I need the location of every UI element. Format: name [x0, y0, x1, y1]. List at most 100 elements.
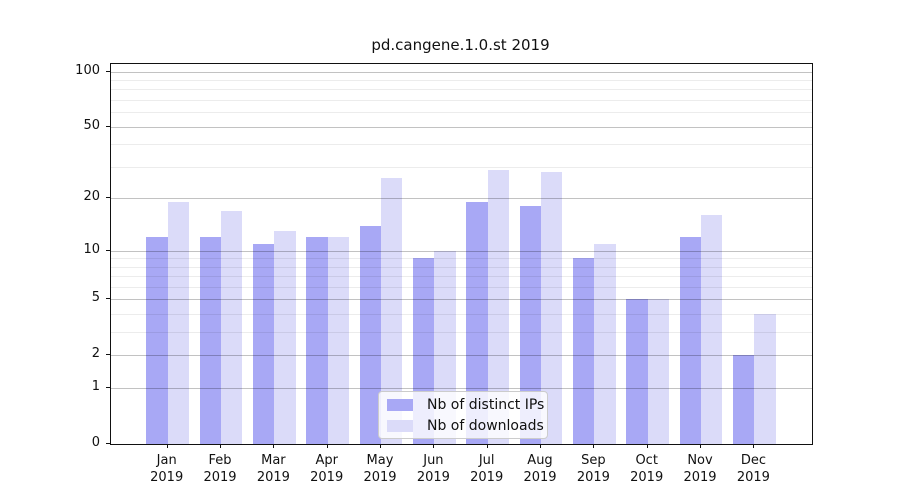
x-tick-year: 2019 [470, 470, 504, 485]
bar-distinct-ips-oct [626, 299, 648, 444]
gridline-y-6 [111, 287, 812, 288]
x-tick-month: Nov [687, 453, 713, 468]
bar-downloads-mar [274, 231, 296, 444]
x-tick-jun [433, 444, 435, 448]
gridline-y-70 [111, 100, 812, 102]
y-tick-label-1: 1 [91, 379, 100, 395]
legend-item-distinct-ips: Nb of distinct IPs [387, 397, 544, 413]
gridline-y-80 [111, 89, 812, 91]
gridline-y-8 [111, 266, 812, 268]
gridline-y-4 [111, 314, 812, 316]
y-tick-label-100: 100 [75, 62, 100, 78]
grid-layer [111, 64, 812, 444]
y-tick-50 [106, 125, 110, 127]
x-tick-nov [700, 444, 701, 448]
x-tick-year: 2019 [630, 470, 664, 485]
x-tick-aug [540, 444, 541, 448]
x-tick-label-oct: Oct 2019 [620, 452, 674, 486]
x-tick-month: Apr [315, 453, 338, 468]
gridline-y-2 [111, 355, 812, 357]
x-tick-dec [753, 444, 755, 448]
bars-layer [111, 64, 812, 444]
plot-area [110, 63, 813, 445]
x-tick-year: 2019 [523, 470, 557, 485]
gridline-y-20 [111, 198, 812, 200]
x-tick-apr [326, 444, 328, 448]
x-tick-year: 2019 [683, 470, 717, 485]
bar-downloads-aug [541, 172, 563, 444]
x-tick-month: Jan [156, 453, 177, 468]
legend-item-downloads: Nb of downloads [387, 418, 544, 434]
x-tick-label-jun: Jun 2019 [406, 452, 460, 486]
x-tick-label-dec: Dec 2019 [726, 452, 780, 486]
x-tick-label-jul: Jul 2019 [460, 452, 514, 486]
x-tick-year: 2019 [363, 470, 397, 485]
bar-downloads-sep [594, 243, 616, 444]
x-tick-sep [593, 444, 595, 448]
gridline-y-40 [111, 144, 812, 146]
gridline-y-5 [111, 299, 812, 301]
gridline-y-9 [111, 258, 812, 260]
legend: Nb of distinct IPs Nb of downloads [378, 391, 548, 439]
y-tick-100 [106, 70, 110, 72]
x-tick-month: Feb [208, 453, 232, 468]
x-tick-month: Jun [423, 453, 444, 468]
x-tick-label-sep: Sep 2019 [566, 452, 620, 486]
legend-swatch-distinct-ips [387, 398, 413, 411]
bar-downloads-nov [701, 215, 723, 444]
x-tick-label-feb: Feb 2019 [193, 452, 247, 486]
x-tick-month: May [366, 453, 394, 468]
x-tick-label-jan: Jan 2019 [140, 452, 194, 486]
bar-downloads-apr [327, 237, 349, 444]
x-tick-label-apr: Apr 2019 [300, 452, 354, 486]
x-tick-year: 2019 [416, 470, 450, 485]
x-tick-year: 2019 [150, 470, 184, 485]
bar-distinct-ips-nov [679, 237, 701, 444]
bar-distinct-ips-apr [306, 237, 328, 444]
bar-distinct-ips-feb [199, 237, 221, 444]
bar-downloads-dec [754, 314, 776, 444]
x-tick-feb [220, 444, 221, 448]
gridline-y-3 [111, 332, 812, 334]
x-tick-label-may: May 2019 [353, 452, 407, 486]
x-tick-jan [166, 444, 168, 448]
x-tick-label-mar: Mar 2019 [246, 452, 300, 486]
gridline-y-90 [111, 80, 812, 81]
y-tick-0 [106, 443, 110, 444]
x-tick-year: 2019 [203, 470, 237, 485]
x-tick-month: Aug [527, 453, 553, 468]
x-tick-jul [486, 444, 488, 448]
bar-distinct-ips-dec [733, 355, 755, 444]
gridline-y-30 [111, 166, 812, 168]
y-tick-label-2: 2 [91, 346, 100, 362]
bar-distinct-ips-jan [146, 237, 168, 444]
x-tick-month: Oct [635, 453, 658, 468]
bar-distinct-ips-aug [519, 206, 541, 444]
y-tick-5 [106, 298, 110, 300]
x-tick-label-aug: Aug 2019 [513, 452, 567, 486]
y-tick-label-10: 10 [83, 241, 100, 257]
x-tick-label-nov: Nov 2019 [673, 452, 727, 486]
y-tick-1 [106, 387, 110, 389]
x-tick-year: 2019 [310, 470, 344, 485]
gridline-y-10 [111, 250, 812, 252]
gridline-y-50 [111, 126, 812, 128]
x-tick-year: 2019 [576, 470, 610, 485]
y-tick-label-50: 50 [83, 117, 100, 133]
y-tick-label-20: 20 [83, 189, 100, 205]
y-tick-20 [106, 197, 110, 199]
gridline-y-100 [111, 71, 812, 73]
gridline-y-1 [111, 388, 812, 390]
y-tick-label-5: 5 [91, 290, 100, 306]
gridline-y-60 [111, 112, 812, 114]
gridline-y-7 [111, 276, 812, 278]
y-tick-2 [106, 354, 110, 356]
bar-distinct-ips-mar [253, 243, 275, 444]
legend-label-downloads: Nb of downloads [427, 417, 544, 434]
x-tick-month: Mar [261, 453, 286, 468]
x-tick-month: Dec [740, 453, 766, 468]
y-tick-10 [106, 249, 110, 251]
bar-distinct-ips-jul [466, 202, 488, 444]
chart-title: pd.cangene.1.0.st 2019 [371, 36, 550, 54]
